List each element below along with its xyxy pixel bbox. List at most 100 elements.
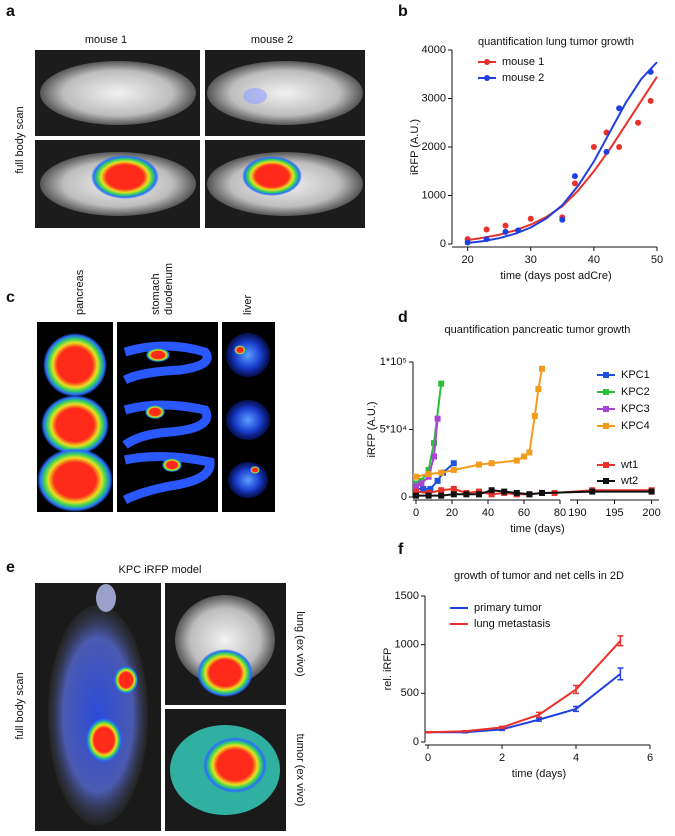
row-label: full body scan xyxy=(14,672,26,739)
panel-title: KPC iRFP model xyxy=(119,564,202,576)
data-point xyxy=(450,491,457,498)
data-point xyxy=(502,228,509,235)
organ-photos xyxy=(37,322,275,512)
series-line xyxy=(428,673,622,734)
legend-label: wt1 xyxy=(620,459,638,471)
data-point xyxy=(434,415,441,422)
data-point xyxy=(476,461,482,468)
legend-marker xyxy=(603,462,609,468)
panel-label: b xyxy=(398,3,408,20)
legend-label: KPC4 xyxy=(621,420,650,432)
data-point xyxy=(635,119,642,126)
x-tick-label: 50 xyxy=(651,254,663,266)
data-point xyxy=(603,148,610,155)
panel-label: d xyxy=(398,309,408,326)
data-point xyxy=(425,492,432,499)
error-bar xyxy=(573,684,579,695)
data-point xyxy=(616,144,623,150)
error-bar xyxy=(536,711,542,718)
legend-label: KPC3 xyxy=(621,403,650,415)
data-point xyxy=(521,453,527,460)
data-point xyxy=(488,460,495,467)
ex-vivo-photos xyxy=(35,583,286,831)
data-point xyxy=(476,491,482,498)
data-point xyxy=(413,492,419,499)
x-tick-label: 20 xyxy=(462,254,474,266)
data-point xyxy=(418,480,425,487)
data-point xyxy=(488,487,495,494)
data-point xyxy=(450,460,457,467)
data-point xyxy=(501,488,508,495)
x-tick-label: 2 xyxy=(499,752,505,764)
data-point xyxy=(483,236,490,243)
photo-grid xyxy=(35,50,365,228)
column-label: mouse 2 xyxy=(251,34,293,46)
data-point xyxy=(502,222,509,229)
legend-marker xyxy=(603,389,609,395)
x-tick-label: 0 xyxy=(413,507,419,519)
data-point xyxy=(438,492,445,499)
chart-title: growth of tumor and net cells in 2D xyxy=(454,570,624,582)
data-point xyxy=(413,488,419,495)
error-bar xyxy=(536,717,542,722)
legend-label: KPC1 xyxy=(621,369,650,381)
panel-label: e xyxy=(6,559,15,576)
data-point xyxy=(515,227,522,234)
y-axis-label: iRFP (A.U.) xyxy=(409,119,421,175)
data-point xyxy=(463,491,470,498)
legend-label: lung metastasis xyxy=(474,618,551,630)
y-tick-label: 500 xyxy=(401,687,419,699)
data-point xyxy=(559,216,566,223)
data-point xyxy=(647,68,654,75)
y-axis-label: rel. iRFP xyxy=(382,648,394,691)
error-bar xyxy=(617,667,624,681)
legend-label: mouse 2 xyxy=(502,72,544,84)
data-point xyxy=(438,380,445,387)
legend-marker xyxy=(603,423,609,429)
y-tick-label: 0 xyxy=(440,238,446,250)
data-point xyxy=(488,491,495,498)
data-point xyxy=(438,469,445,476)
data-point xyxy=(420,485,427,492)
x-tick-label: 60 xyxy=(518,507,530,519)
error-bar xyxy=(573,705,579,713)
data-point xyxy=(526,491,533,498)
error-bar xyxy=(462,730,468,733)
data-point xyxy=(535,386,542,392)
data-point xyxy=(434,477,441,484)
legend-label: KPC2 xyxy=(621,386,650,398)
column-label: duodenum xyxy=(163,263,175,315)
column-label: mouse 1 xyxy=(85,34,127,46)
data-point xyxy=(425,471,432,478)
x-tick-label: 195 xyxy=(605,507,623,519)
legend-label: primary tumor xyxy=(474,602,542,614)
x-tick-label: 20 xyxy=(446,507,458,519)
data-point xyxy=(513,489,520,496)
x-tick-label: 0 xyxy=(425,752,431,764)
series-line xyxy=(427,640,622,734)
data-point xyxy=(539,489,545,496)
x-axis-label: time (days post adCre) xyxy=(500,270,611,282)
y-tick-label: 4000 xyxy=(422,44,446,56)
y-tick-label: 1*10⁵ xyxy=(380,356,407,368)
column-label: liver xyxy=(242,294,254,315)
x-axis-label: time (days) xyxy=(512,768,566,780)
data-point xyxy=(438,487,445,494)
chart-title: quantification pancreatic tumor growth xyxy=(445,324,631,336)
data-point xyxy=(527,215,534,222)
data-point xyxy=(531,413,538,419)
y-tick-label: 2000 xyxy=(422,141,446,153)
x-axis-label: time (days) xyxy=(510,523,564,535)
y-tick-label: 1000 xyxy=(422,189,446,201)
data-point xyxy=(413,483,419,490)
data-point xyxy=(590,144,597,150)
row-label: tumor (ex vivo) xyxy=(294,734,306,807)
column-label: stomach xyxy=(150,273,162,315)
data-point xyxy=(483,226,490,233)
data-point xyxy=(647,97,654,104)
legend-label: mouse 1 xyxy=(502,56,544,68)
data-point xyxy=(513,457,520,464)
data-point xyxy=(571,173,578,180)
data-point xyxy=(648,488,655,495)
